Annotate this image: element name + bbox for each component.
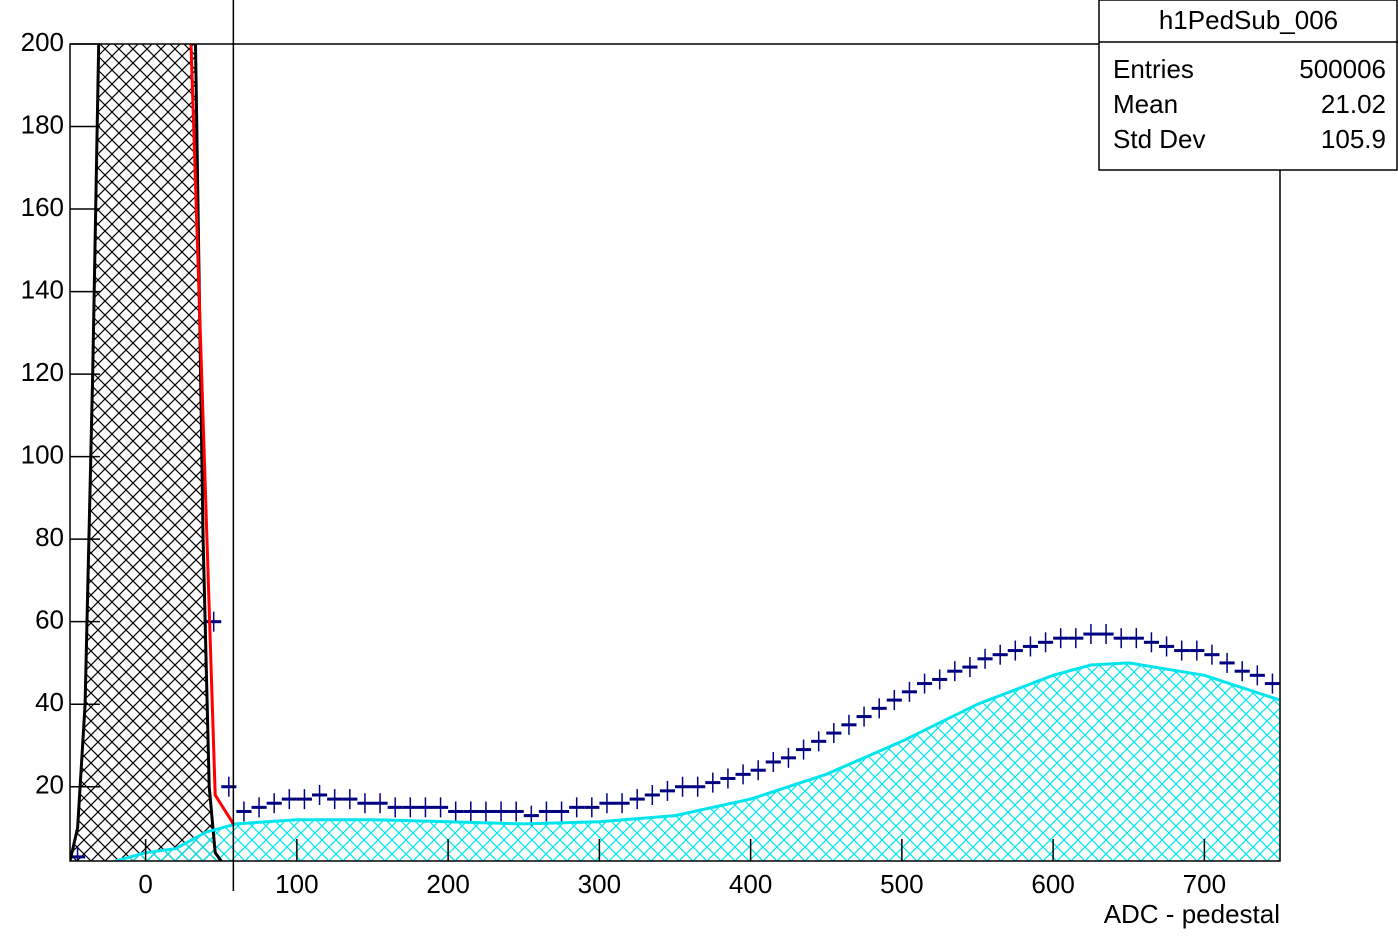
stats-label: Std Dev bbox=[1113, 124, 1206, 154]
x-tick-label: 100 bbox=[275, 869, 318, 899]
fit-curve bbox=[115, 661, 1280, 861]
stats-label: Entries bbox=[1113, 54, 1194, 84]
fit-curve bbox=[70, 44, 223, 861]
y-tick-label: 40 bbox=[35, 687, 64, 717]
plot-frame bbox=[69, 43, 1281, 862]
stats-label: Mean bbox=[1113, 89, 1178, 119]
fit-curve bbox=[189, 44, 235, 825]
x-tick-label: 700 bbox=[1183, 869, 1226, 899]
stats-title: h1PedSub_006 bbox=[1159, 5, 1338, 35]
y-tick-label: 60 bbox=[35, 605, 64, 635]
y-tick-label: 20 bbox=[35, 770, 64, 800]
y-tick-label: 100 bbox=[21, 440, 64, 470]
stats-value: 105.9 bbox=[1321, 124, 1386, 154]
y-tick-label: 160 bbox=[21, 192, 64, 222]
x-tick-label: 500 bbox=[880, 869, 923, 899]
x-tick-label: 600 bbox=[1031, 869, 1074, 899]
y-tick-label: 180 bbox=[21, 109, 64, 139]
stats-box bbox=[1098, 0, 1398, 171]
x-tick-label: 0 bbox=[138, 869, 152, 899]
y-tick-label: 80 bbox=[35, 522, 64, 552]
y-tick-label: 200 bbox=[21, 27, 64, 57]
x-axis-label: ADC - pedestal bbox=[1104, 899, 1280, 929]
x-tick-label: 200 bbox=[426, 869, 469, 899]
plot-area bbox=[70, 44, 1280, 861]
x-tick-label: 300 bbox=[578, 869, 621, 899]
curve-fill bbox=[70, 44, 222, 861]
curve-fill bbox=[115, 662, 1280, 861]
y-tick-label: 120 bbox=[21, 357, 64, 387]
stats-value: 500006 bbox=[1299, 54, 1386, 84]
y-tick-label: 140 bbox=[21, 274, 64, 304]
x-tick-label: 400 bbox=[729, 869, 772, 899]
stats-value: 21.02 bbox=[1321, 89, 1386, 119]
